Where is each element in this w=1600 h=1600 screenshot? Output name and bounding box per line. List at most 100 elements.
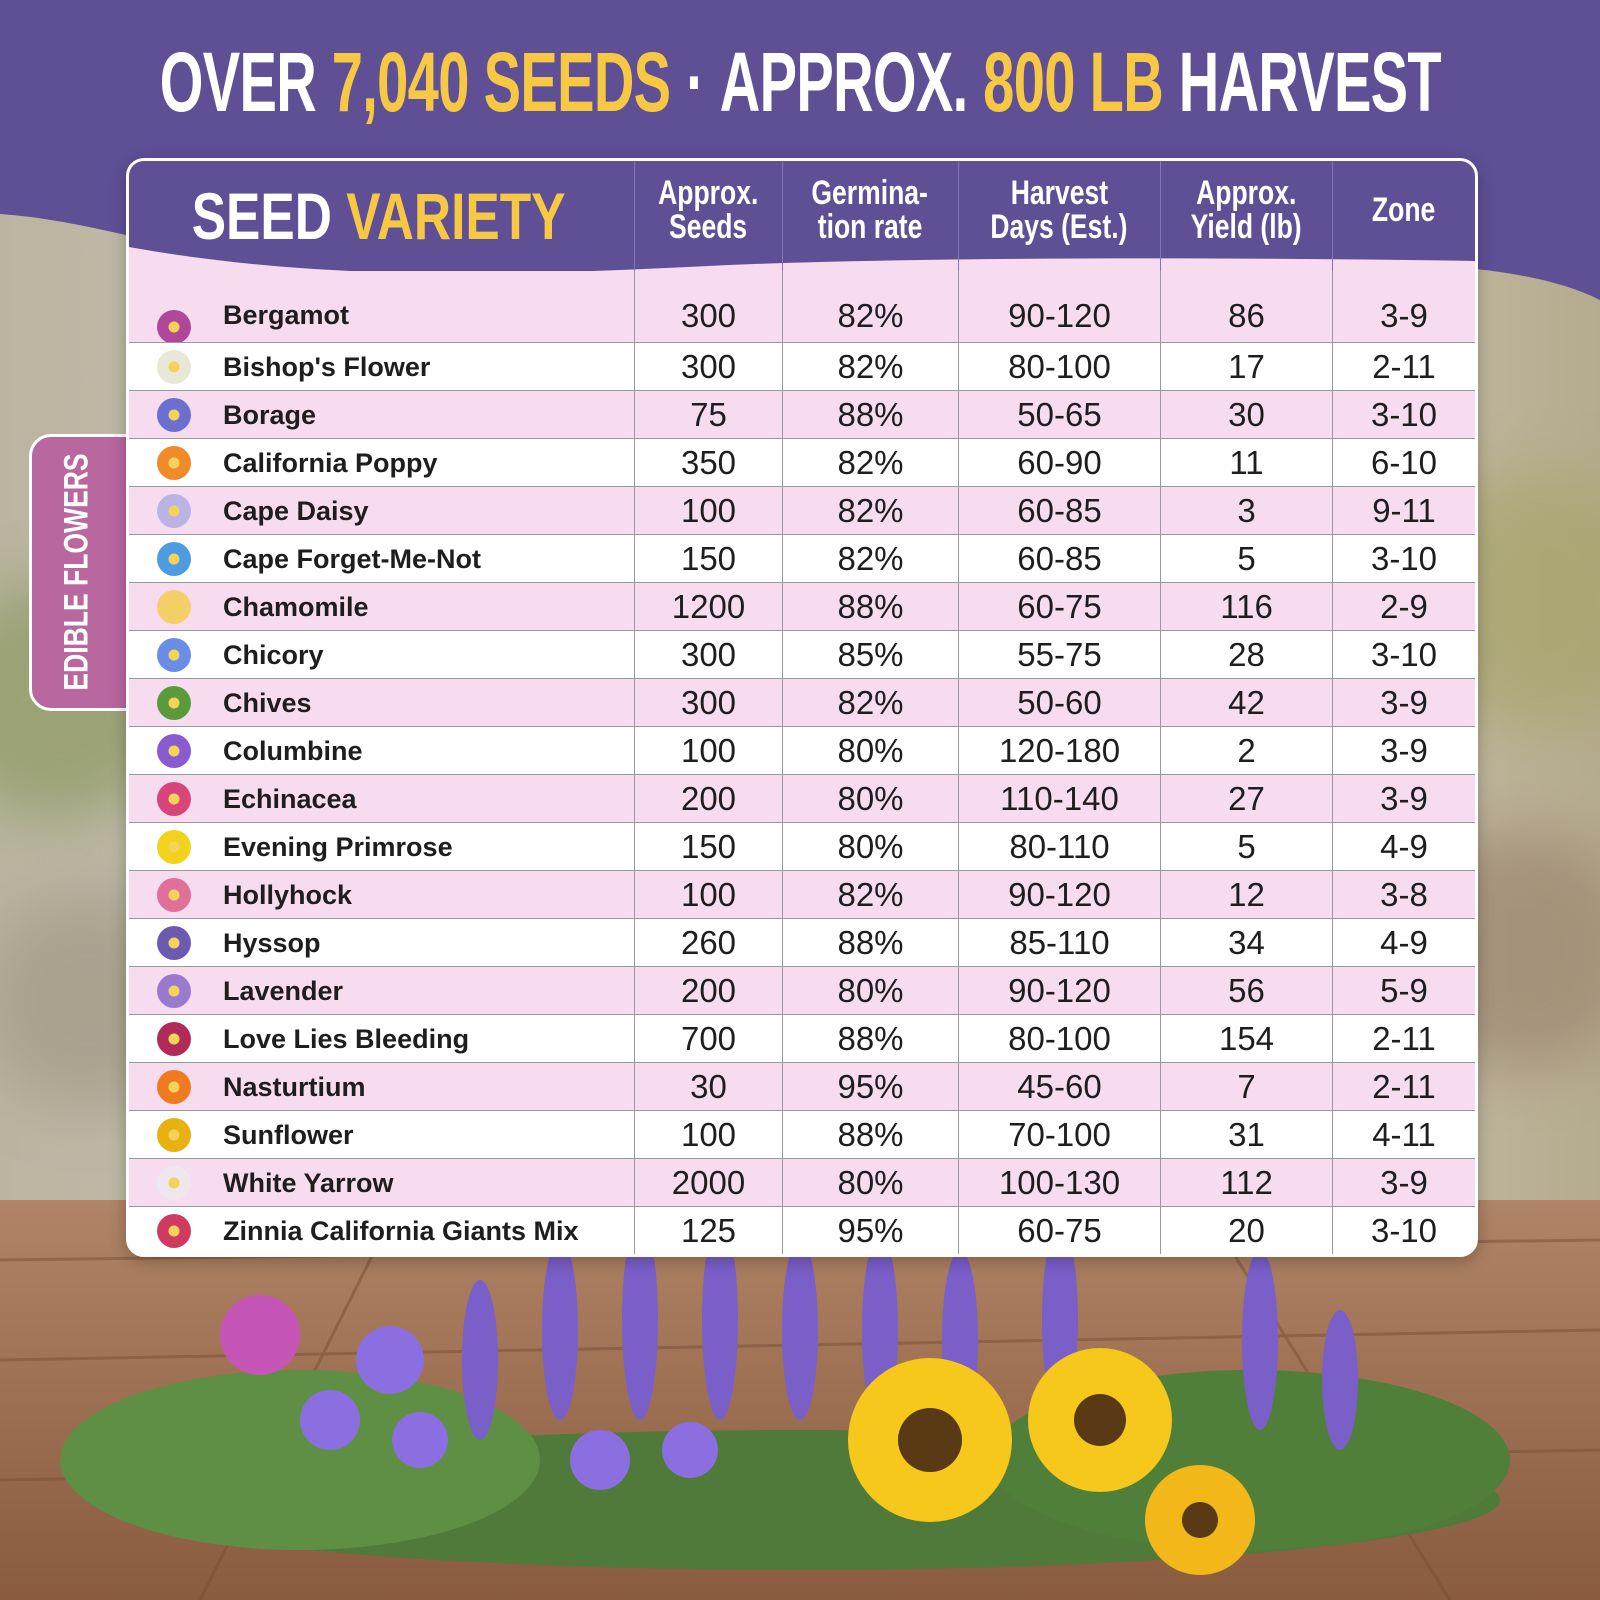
- cell-value: 88%: [782, 1015, 958, 1063]
- table-row: Lavender 200 80% 90-120 56 5-9: [129, 966, 1475, 1015]
- flower-icon: [157, 446, 191, 480]
- variety-name: Chives: [223, 687, 312, 718]
- cell-value: 125: [634, 1207, 782, 1254]
- table-row: Sunflower 100 88% 70-100 31 4-11: [129, 1110, 1475, 1159]
- cell-value: 70-100: [958, 1111, 1160, 1159]
- cell-value: 50-60: [958, 679, 1160, 727]
- cell-value: 120-180: [958, 727, 1160, 775]
- cell-value: 82%: [782, 679, 958, 727]
- flower-icon: [157, 638, 191, 672]
- title-part: OVER: [159, 34, 316, 129]
- column-divider: [782, 271, 783, 342]
- cell-value: 86: [1160, 289, 1332, 342]
- column-header-line: Approx.: [1195, 174, 1297, 212]
- flower-icon: [157, 398, 191, 432]
- flower-icon: [157, 542, 191, 576]
- cell-value: 80-100: [958, 343, 1160, 391]
- column-divider: [1332, 271, 1333, 342]
- cell-value: 20: [1160, 1207, 1332, 1254]
- variety-name: California Poppy: [223, 447, 438, 478]
- flower-icon: [157, 309, 191, 344]
- header-bg: [129, 161, 1475, 274]
- cell-value: 88%: [782, 391, 958, 439]
- table-row: Chamomile 1200 88% 60-75 116 2-9: [129, 582, 1475, 631]
- cell-value: 300: [634, 289, 782, 342]
- flower-icon: [157, 782, 191, 816]
- cell-value: 300: [634, 343, 782, 391]
- cell-value: 9-11: [1332, 487, 1475, 535]
- table-row: Hollyhock 100 82% 90-120 12 3-8: [129, 870, 1475, 919]
- cell-value: 30: [1160, 391, 1332, 439]
- variety-name: White Yarrow: [223, 1167, 394, 1198]
- cell-value: 3-9: [1332, 1159, 1475, 1207]
- cell-value: 260: [634, 919, 782, 967]
- flower-icon: [157, 734, 191, 768]
- cell-value: 300: [634, 631, 782, 679]
- variety-name: Borage: [223, 399, 317, 430]
- cell-value: 100-130: [958, 1159, 1160, 1207]
- header-variety-highlight: VARIETY: [346, 179, 566, 253]
- table-row: Zinnia California Giants Mix 125 95% 60-75 2…: [129, 1206, 1475, 1254]
- cell-value: 3-9: [1332, 679, 1475, 727]
- header-divider: [1160, 161, 1161, 271]
- cell-value: 88%: [782, 583, 958, 631]
- table-row: Love Lies Bleeding 700 88% 80-100 154 2-11: [129, 1014, 1475, 1063]
- title-part: ·: [685, 34, 705, 129]
- title-part: HARVEST: [1178, 34, 1441, 129]
- variety-name: Bergamot: [223, 300, 350, 330]
- variety-name: Echinacea: [223, 783, 357, 814]
- cell-value: 42: [1160, 679, 1332, 727]
- table-row: Bishop's Flower 300 82% 80-100 17 2-11: [129, 342, 1475, 391]
- cell-value: 95%: [782, 1063, 958, 1111]
- cell-value: 82%: [782, 871, 958, 919]
- cell-value: 60-75: [958, 1207, 1160, 1254]
- cell-value: 7: [1160, 1063, 1332, 1111]
- header-variety: SEED VARIETY: [149, 171, 609, 261]
- cell-value: 154: [1160, 1015, 1332, 1063]
- column-header-line: tion rate: [817, 208, 923, 246]
- cell-value: 2-11: [1332, 1015, 1475, 1063]
- variety-name: Nasturtium: [223, 1071, 366, 1102]
- cell-value: 5: [1160, 823, 1332, 871]
- cell-value: 80%: [782, 967, 958, 1015]
- cell-value: 31: [1160, 1111, 1332, 1159]
- cell-value: 90-120: [958, 289, 1160, 342]
- cell-value: 300: [634, 679, 782, 727]
- cell-value: 2-9: [1332, 583, 1475, 631]
- table-row: Cape Forget-Me-Not 150 82% 60-85 5 3-10: [129, 534, 1475, 583]
- cell-value: 4-9: [1332, 823, 1475, 871]
- header-divider: [958, 161, 959, 271]
- cell-value: 60-90: [958, 439, 1160, 487]
- cell-value: 3-10: [1332, 391, 1475, 439]
- variety-name: Chicory: [223, 639, 324, 670]
- cell-value: 4-9: [1332, 919, 1475, 967]
- flower-icon: [157, 350, 191, 384]
- cell-value: 5-9: [1332, 967, 1475, 1015]
- cell-value: 82%: [782, 343, 958, 391]
- cell-value: 88%: [782, 919, 958, 967]
- column-divider: [634, 271, 635, 342]
- column-header-line: Harvest: [1010, 174, 1108, 212]
- cell-value: 2: [1160, 727, 1332, 775]
- variety-name: Love Lies Bleeding: [223, 1023, 470, 1054]
- cell-value: 3-9: [1332, 727, 1475, 775]
- variety-name: Cape Daisy: [223, 495, 369, 526]
- cell-value: 3-8: [1332, 871, 1475, 919]
- header-variety-text: SEED VARIETY: [192, 178, 566, 254]
- header-variety-part: SEED: [192, 179, 333, 253]
- column-header-line: Seeds: [668, 208, 748, 246]
- flower-icon: [157, 1214, 191, 1248]
- flower-icon: [157, 878, 191, 912]
- cell-value: 4-11: [1332, 1111, 1475, 1159]
- cell-value: 88%: [782, 1111, 958, 1159]
- cell-value: 3-9: [1332, 775, 1475, 823]
- cell-value: 17: [1160, 343, 1332, 391]
- cell-value: 3-10: [1332, 535, 1475, 583]
- cell-value: 112: [1160, 1159, 1332, 1207]
- cell-value: 34: [1160, 919, 1332, 967]
- title: OVER 7,040 SEEDS · APPROX. 800 LB HARVEST: [0, 34, 1600, 130]
- flower-icon: [157, 974, 191, 1008]
- cell-value: 6-10: [1332, 439, 1475, 487]
- variety-name: Columbine: [223, 735, 363, 766]
